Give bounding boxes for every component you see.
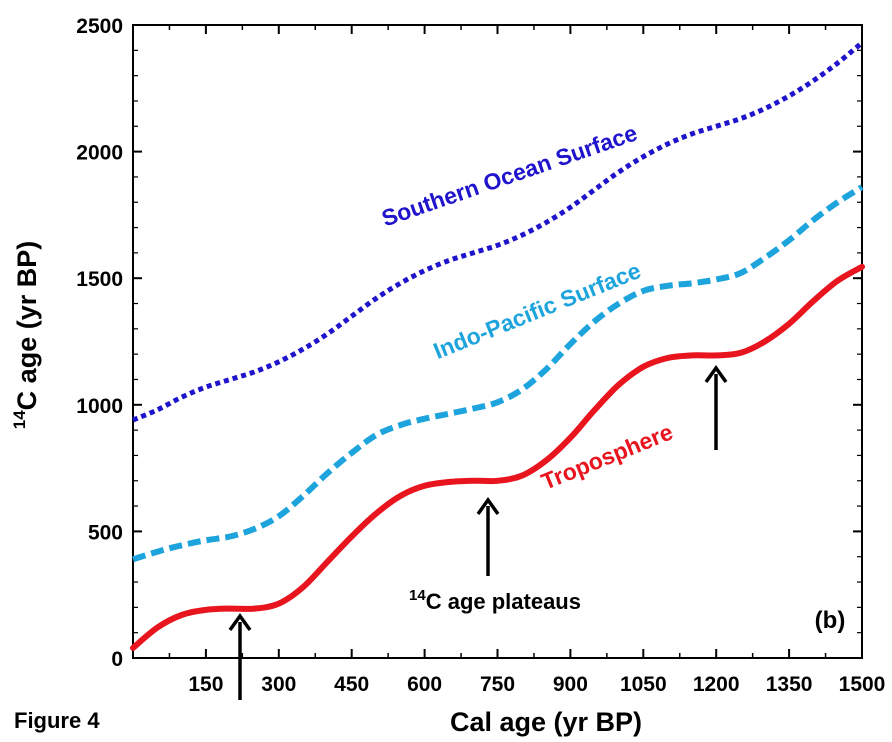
y-tick-label: 2500 [76,15,123,38]
x-tick-label: 1050 [620,673,667,696]
y-tick-label: 0 [111,648,123,671]
panel-label: (b) [815,607,846,634]
plateau-arrow-head [228,612,252,632]
x-tick-label: 1200 [693,673,740,696]
plateau-arrows [228,364,728,700]
plateau-annotation-text: C age plateaus [426,589,581,614]
x-tick-label: 300 [261,673,296,696]
x-tick-label: 1350 [766,673,813,696]
figure-label: Figure 4 [14,708,100,733]
x-axis-title: Cal age (yr BP) [450,707,642,737]
series-troposphere [130,263,865,651]
x-tick-label: 900 [553,673,588,696]
plateau-arrow-head [476,496,500,516]
y-tick-label: 1500 [76,268,123,291]
series-southern-ocean-surface [132,40,864,423]
y-tick-label: 500 [88,521,123,544]
plateau-arrow-head [704,364,728,384]
series-label-troposphere: Troposphere [538,418,677,494]
x-tick-label: 150 [188,673,223,696]
plateau-annotation: 14C age plateaus [409,587,581,614]
y-axis-title: 14C age (yr BP) [10,241,42,429]
series-indo-pacific-surface [132,184,864,563]
y-axis-title-rest: C age (yr BP) [12,241,42,411]
x-tick-label: 600 [407,673,442,696]
x-tick-label: 750 [480,673,515,696]
x-tick-label: 1500 [839,673,886,696]
y-tick-label: 2000 [76,142,123,165]
y-axis-title-sup: 14 [10,410,29,429]
x-tick-label: 450 [334,673,369,696]
plateau-annotation-sup: 14 [409,587,426,604]
plot-frame [132,24,863,659]
series-label-southern-ocean: Southern Ocean Surface [378,119,640,231]
y-tick-label: 1000 [76,395,123,418]
